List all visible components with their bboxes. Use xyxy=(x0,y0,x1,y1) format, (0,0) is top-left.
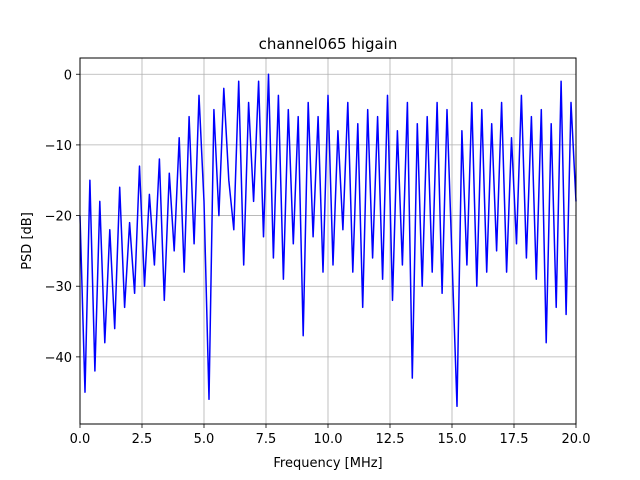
y-tick-label: −30 xyxy=(45,280,72,295)
plot-area xyxy=(79,73,577,408)
x-tick-label: 10.0 xyxy=(314,432,343,447)
y-tick-label: −40 xyxy=(45,351,72,366)
x-tick-label: 5.0 xyxy=(194,432,215,447)
x-tick-label: 20.0 xyxy=(562,432,591,447)
chart-title: channel065 higain xyxy=(259,35,398,53)
x-tick-label: 15.0 xyxy=(438,432,467,447)
y-axis: 0 −10 −20 −30 −40 xyxy=(45,68,80,366)
y-tick-label: 0 xyxy=(64,68,72,83)
x-axis-label: Frequency [MHz] xyxy=(273,456,382,471)
series-line xyxy=(79,73,577,408)
y-tick-label: −20 xyxy=(45,210,72,225)
y-axis-label: PSD [dB] xyxy=(20,212,35,270)
x-tick-label: 7.5 xyxy=(256,432,277,447)
x-axis: 0.0 2.5 5.0 7.5 10.0 12.5 15.0 17.5 20.0 xyxy=(70,424,591,447)
x-tick-label: 2.5 xyxy=(132,432,153,447)
y-tick-label: −10 xyxy=(45,139,72,154)
x-tick-label: 17.5 xyxy=(500,432,529,447)
x-tick-label: 0.0 xyxy=(70,432,91,447)
x-tick-label: 12.5 xyxy=(376,432,405,447)
